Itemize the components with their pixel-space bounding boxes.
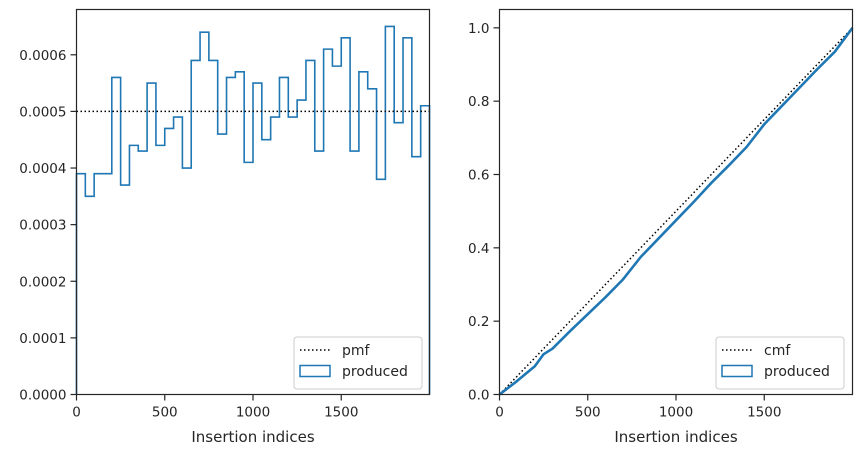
left-y-ticks: 0.0000 0.0001 0.0002 0.0003 0.0004 0.0005 0.00… — [19, 48, 77, 404]
left-legend-produced-swatch — [299, 364, 331, 378]
right-y-ticks: 0.0 0.2 0.4 0.6 0.8 1.0 — [468, 21, 500, 404]
left-y-tick-label: 0.0002 — [19, 274, 66, 290]
produced-histogram-series — [75, 25, 431, 395]
right-y-tick-label: 0.8 — [468, 94, 489, 110]
pmf-histogram-chart: 0 500 1000 1500 0.00000.00010.00020.00030.0… — [19, 8, 431, 446]
right-y-tick-label: 0.2 — [468, 314, 489, 330]
left-y-tick-label: 0.0006 — [19, 48, 66, 64]
right-y-tick-label: 1.0 — [468, 21, 489, 37]
left-x-tick-label: 500 — [152, 405, 178, 421]
right-x-ticks: 0 500 1000 1500 — [495, 394, 781, 421]
right-x-tick-label: 1500 — [747, 405, 781, 421]
produced-cumulative-series — [498, 27, 854, 396]
right-x-tick-label: 1000 — [659, 405, 693, 421]
pmf-plot-area — [75, 25, 431, 395]
right-legend-cmf-label: cmf — [764, 343, 791, 359]
left-y-tick-label: 0.0004 — [19, 161, 66, 177]
left-legend-produced-label: produced — [342, 364, 408, 380]
right-legend-produced-swatch — [721, 364, 753, 378]
left-legend-pmf-label: pmf — [342, 343, 371, 359]
cmf-cumulative-chart: 0 500 1000 1500 0.0 0.2 0.4 0.6 0.8 1.0 Insertio… — [468, 8, 854, 446]
right-x-tick-label: 0 — [495, 405, 504, 421]
right-y-tick-label: 0.0 — [468, 388, 489, 404]
right-y-tick-label: 0.4 — [468, 241, 489, 257]
right-y-tick-label: 0.6 — [468, 168, 489, 184]
left-x-tick-label: 0 — [72, 405, 81, 421]
right-x-tick-label: 500 — [575, 405, 601, 421]
cmf-series-line — [498, 27, 854, 396]
left-x-tick-label: 1000 — [236, 405, 270, 421]
left-y-tick-label: 0.0000 — [19, 388, 66, 404]
left-y-tick-label: 0.0003 — [19, 218, 66, 234]
left-x-tick-label: 1500 — [324, 405, 358, 421]
right-legend: cmf produced — [715, 336, 845, 390]
left-x-axis-label: Insertion indices — [191, 428, 314, 446]
left-x-ticks: 0 500 1000 1500 — [72, 394, 358, 421]
left-y-tick-label: 0.0005 — [19, 104, 66, 120]
right-legend-produced-label: produced — [764, 364, 830, 380]
cmf-plot-area — [498, 27, 854, 396]
left-legend: pmf produced — [293, 336, 423, 390]
right-x-axis-label: Insertion indices — [614, 428, 737, 446]
left-y-tick-label: 0.0001 — [19, 331, 66, 347]
